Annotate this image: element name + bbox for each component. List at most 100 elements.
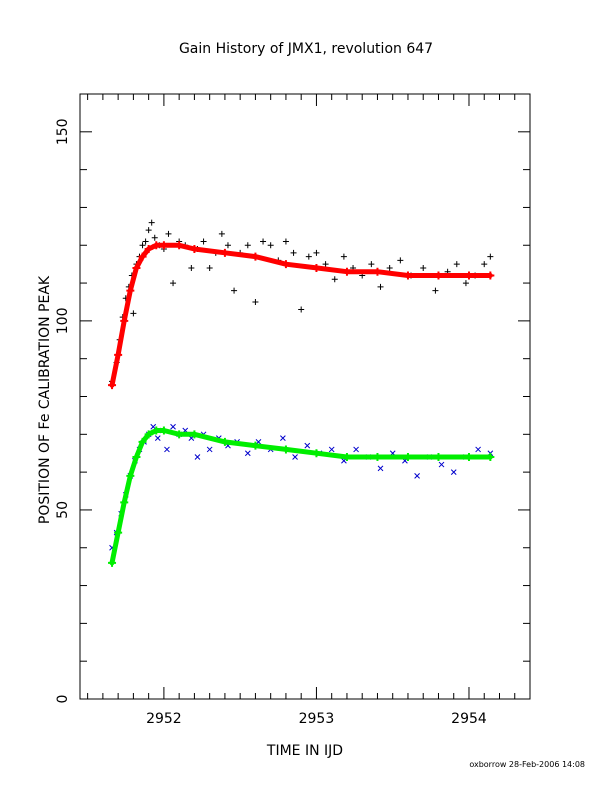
fit-point [138,437,147,446]
data-point-cross [328,446,335,453]
fit-point [281,260,290,269]
series-1 [109,423,494,551]
fit-point [312,449,321,458]
data-point-plus [377,283,384,290]
fit-point [152,241,161,250]
fit-point [120,498,129,507]
fit-line [109,428,493,566]
data-point-plus [420,264,427,271]
fit-line [109,242,493,388]
fit-point [464,453,473,461]
data-point-plus [322,261,329,268]
fit-point [175,430,184,439]
data-point-plus [397,257,404,264]
data-point-plus [252,298,259,305]
data-point-plus [432,287,439,294]
data-point-plus [481,261,488,268]
fit-point [190,430,199,439]
data-point-cross [304,442,311,449]
data-point-plus [313,249,320,256]
fit-point [159,426,168,435]
data-point-plus [218,230,225,237]
data-point-cross [292,454,298,460]
data-point-plus [340,253,347,260]
data-point-plus [170,280,177,287]
y-tick-label: 150 [55,118,71,145]
fit-point [342,453,351,461]
fit-point [152,426,161,435]
data-point-plus [453,261,460,268]
fit-point [190,245,199,254]
fit-point [312,263,321,272]
data-point-plus [188,264,195,271]
data-point-plus [145,227,152,234]
data-point-cross [438,461,445,468]
data-point-plus [151,234,158,241]
y-tick-label: 0 [55,695,71,704]
fit-point [220,248,229,257]
fit-point [108,558,117,567]
fit-point [126,286,135,295]
fit-point [251,441,260,450]
x-tick-label: 2953 [299,711,335,727]
data-point-cross [353,446,359,453]
data-point-plus [368,261,375,268]
fit-point [126,471,135,480]
data-point-plus [290,249,297,256]
x-axis-label: TIME IN IJD [266,743,343,759]
chart-title: Gain History of JMX1, revolution 647 [179,41,433,57]
fit-point [114,350,123,359]
x-tick-label: 2954 [451,711,487,727]
data-point-plus [142,238,149,245]
fit-point [434,453,443,461]
data-point-cross [154,435,161,441]
fit-point [403,271,412,280]
fit-point [220,437,229,446]
data-point-plus [298,306,305,313]
series-2 [108,241,495,390]
data-point-plus [282,238,289,245]
data-point-plus [260,238,267,245]
y-axis-label: POSITION OF Fe CALIBRATION PEAK [37,275,53,524]
data-point-cross [377,465,384,472]
fit-point [175,241,184,250]
fit-point [144,245,153,254]
data-point-plus [305,253,312,260]
fit-point [132,263,141,272]
series-group [108,219,495,567]
fit-point [159,241,168,250]
footer-stamp: oxborrow 28-Feb-2006 14:08 [469,760,585,769]
axis-ticks: 0 50 100 150 2952 2953 2954 [55,93,531,727]
fit-point [108,381,117,390]
fit-point [138,252,147,261]
data-point-cross [450,469,457,475]
plot-frame [79,93,531,700]
data-point-plus [487,253,494,260]
y-tick-label: 50 [55,501,71,519]
data-point-plus [139,242,146,249]
data-point-plus [462,280,469,287]
data-point-plus [267,242,274,249]
fit-point [251,252,260,261]
data-point-cross [194,454,201,460]
series-3 [108,426,495,567]
fit-point [486,453,495,461]
data-point-cross [206,446,213,453]
data-point-cross [414,473,420,479]
data-point-plus [386,264,393,271]
fit-point [373,453,382,461]
data-point-cross [244,450,251,457]
fit-point [132,453,141,461]
fit-point [464,271,473,280]
data-point-cross [475,446,481,453]
data-point-plus [224,242,231,249]
fit-point [342,267,351,276]
fit-point [373,267,382,276]
data-point-plus [206,264,213,271]
fit-point [120,316,129,325]
data-point-plus [200,238,207,245]
fit-point [114,528,123,537]
fit-point [281,445,290,454]
fit-point [486,271,495,280]
